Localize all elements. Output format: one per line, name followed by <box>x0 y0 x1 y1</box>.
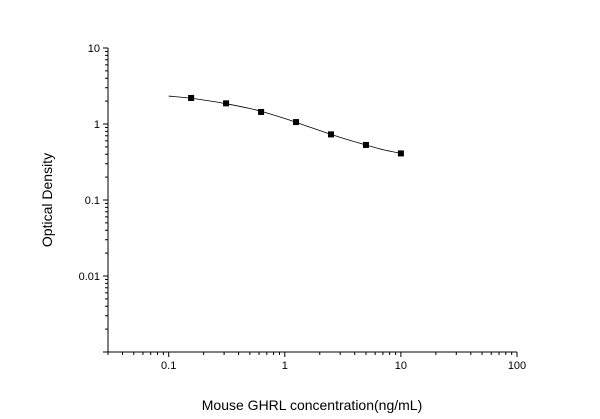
data-point <box>362 141 369 148</box>
x-tick-label: 0.1 <box>161 360 176 372</box>
data-point <box>397 150 404 157</box>
data-point <box>293 119 300 126</box>
x-axis-title: Mouse GHRL concentration(ng/mL) <box>202 397 422 413</box>
y-tick-label: 10 <box>88 43 100 55</box>
y-axis-title: Optical Density <box>39 153 55 247</box>
y-tick-labels: 10 1 0.1 0.01 <box>79 43 100 283</box>
x-ticks <box>107 352 518 357</box>
y-tick-label: 0.01 <box>79 271 100 283</box>
data-points <box>188 94 404 157</box>
data-point <box>188 94 195 101</box>
y-ticks <box>103 47 108 353</box>
chart-axes <box>107 48 517 353</box>
x-tick-label: 10 <box>395 360 407 372</box>
y-tick-label: 0.1 <box>85 195 100 207</box>
x-tick-label: 100 <box>508 360 526 372</box>
data-point <box>258 108 265 115</box>
data-point <box>223 100 230 107</box>
x-tick-labels: 0.1 1 10 100 <box>161 360 526 372</box>
y-tick-label: 1 <box>94 119 100 131</box>
data-point <box>328 131 335 138</box>
x-tick-label: 1 <box>282 360 288 372</box>
